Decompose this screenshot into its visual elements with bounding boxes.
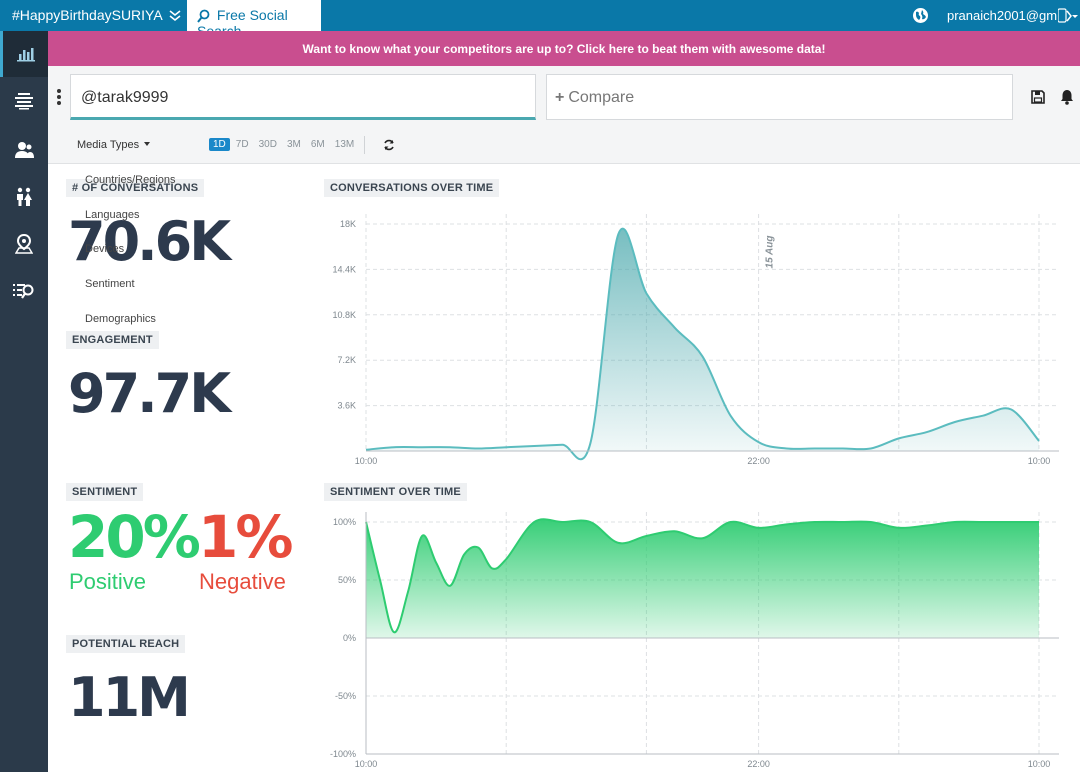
sentiment-area xyxy=(366,519,1039,638)
search-input[interactable]: @tarak9999 xyxy=(70,74,536,120)
negative-label: Negative xyxy=(199,569,286,594)
media-types-label: Media Types xyxy=(77,139,140,151)
dropdown-item-countries[interactable]: Countries/Regions xyxy=(85,174,176,186)
stream-icon xyxy=(15,93,33,110)
x-tick-label: 10:00 xyxy=(1028,759,1051,769)
x-tick-label: 22:00 xyxy=(747,456,770,466)
range-1d[interactable]: 1D xyxy=(209,138,230,151)
y-tick-label: 14.4K xyxy=(332,264,356,274)
chevron-down-icon[interactable] xyxy=(166,6,184,24)
y-tick-label: 18K xyxy=(340,219,356,229)
conversations-chart-title: CONVERSATIONS OVER TIME xyxy=(324,179,500,197)
search-toolbar: @tarak9999 + Compare Media Types 1D 7D 30… xyxy=(48,66,1080,164)
sidebar-item-search-list[interactable] xyxy=(0,268,48,314)
sentiment-over-time-chart: 100%50%0%-50%-100%10:00 22:00 10:00 xyxy=(330,512,1059,769)
y-tick-label: 100% xyxy=(333,517,356,527)
x-tick-label: 22:00 xyxy=(747,759,770,769)
range-3m[interactable]: 3M xyxy=(286,139,301,150)
list-search-icon xyxy=(13,284,34,299)
time-range-selector: 1D 7D 30D 3M 6M 13M xyxy=(209,138,360,151)
sentiment-label: SENTIMENT xyxy=(66,483,144,501)
conversations-value: 70.6K xyxy=(68,210,231,273)
globe-icon[interactable] xyxy=(912,7,929,24)
x-tick-label: 10:00 xyxy=(355,759,378,769)
divider xyxy=(364,136,365,154)
y-tick-label: 3.6K xyxy=(337,401,356,411)
dropdown-item-demographics[interactable]: Demographics xyxy=(85,313,156,325)
y-tick-label: -100% xyxy=(330,749,356,759)
x-tick-label: 10:00 xyxy=(355,456,378,466)
map-pin-icon xyxy=(15,234,33,254)
promo-banner[interactable]: Want to know what your competitors are u… xyxy=(48,31,1080,66)
compare-placeholder: Compare xyxy=(568,89,635,106)
conversations-line xyxy=(365,227,1040,461)
sidebar-item-overview[interactable] xyxy=(0,31,48,77)
dropdown-item-devices[interactable]: Devices xyxy=(85,243,125,255)
y-tick-label: 50% xyxy=(338,575,356,585)
positive-label: Positive xyxy=(69,569,147,594)
positive-value: 20% xyxy=(68,503,201,571)
y-tick-label: -50% xyxy=(335,691,356,701)
y-tick-label: 0% xyxy=(343,633,356,643)
plus-icon: + xyxy=(555,89,565,106)
sentiment-line xyxy=(365,518,1039,634)
x-tick-label: 10:00 xyxy=(1028,456,1051,466)
date-annotation: 15 Aug xyxy=(765,236,776,269)
users-icon xyxy=(15,142,34,158)
compare-input[interactable]: + Compare xyxy=(546,74,1013,120)
caret-down-icon xyxy=(144,142,151,146)
conversations-area xyxy=(366,228,1039,460)
conversations-over-time-chart: 3.6K 7.2K 10.8K 14.4K 18K 10:00 22:00 10:00 15 A… xyxy=(332,214,1059,466)
engagement-label: ENGAGEMENT xyxy=(66,331,159,349)
refresh-icon[interactable] xyxy=(383,139,395,151)
range-6m[interactable]: 6M xyxy=(310,139,325,150)
sidebar-item-demographics[interactable] xyxy=(0,174,48,220)
reach-label: POTENTIAL REACH xyxy=(66,635,186,653)
dropdown-item-sentiment[interactable]: Sentiment xyxy=(85,278,135,290)
y-tick-label: 10.8K xyxy=(332,310,356,320)
reach-value: 11M xyxy=(68,666,191,729)
sidebar-item-stream[interactable] xyxy=(0,78,48,124)
bell-icon[interactable] xyxy=(1060,89,1074,105)
range-13m[interactable]: 13M xyxy=(334,139,355,150)
demographics-icon xyxy=(17,187,32,206)
sidebar-item-locations[interactable] xyxy=(0,221,48,267)
conversations-label: # OF CONVERSATIONS xyxy=(66,179,205,197)
dropdown-item-languages[interactable]: Languages xyxy=(85,209,140,221)
user-menu-caret-icon[interactable] xyxy=(1058,8,1078,24)
range-7d[interactable]: 7D xyxy=(235,139,249,150)
sidebar xyxy=(0,31,48,772)
hashtag-title[interactable]: #HappyBirthdaySURIYA xyxy=(12,7,163,23)
engagement-value: 97.7K xyxy=(68,362,231,425)
search-icon xyxy=(197,9,210,23)
negative-value: 1% xyxy=(198,503,294,571)
media-types-dropdown[interactable]: Media Types xyxy=(77,139,151,151)
user-account[interactable]: pranaich2001@gmail... xyxy=(947,8,1057,23)
top-bar: #HappyBirthdaySURIYA Free Social Search … xyxy=(0,0,1080,39)
y-tick-label: 7.2K xyxy=(337,355,356,365)
save-icon[interactable] xyxy=(1031,90,1045,104)
sentiment-chart-title: SENTIMENT OVER TIME xyxy=(324,483,467,501)
tab-free-social-search[interactable]: Free Social Search xyxy=(187,0,321,39)
more-options-icon[interactable] xyxy=(56,88,62,106)
sidebar-item-influencers[interactable] xyxy=(0,127,48,173)
bar-chart-icon xyxy=(16,48,35,62)
range-30d[interactable]: 30D xyxy=(258,139,277,150)
